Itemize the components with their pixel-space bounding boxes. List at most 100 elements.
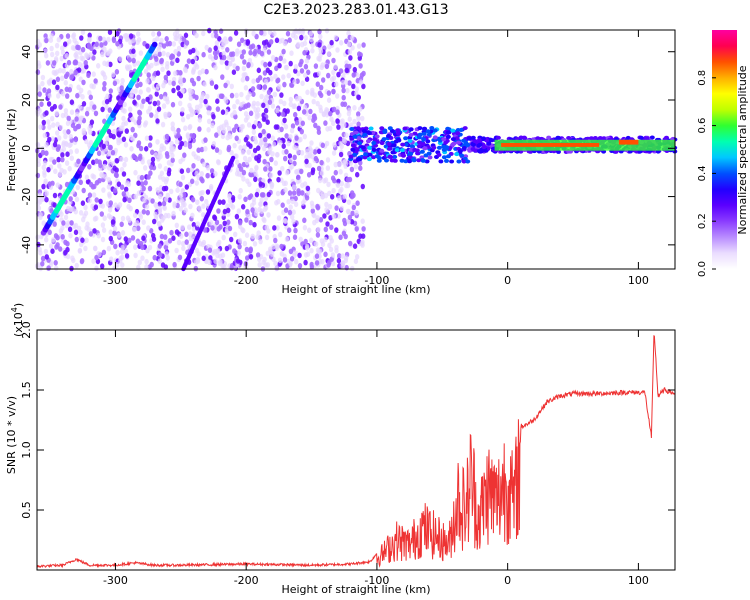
heatmap-noise-cell: [207, 27, 212, 34]
heatmap-noise-cell: [155, 70, 161, 76]
heatmap-noise-cell: [133, 88, 138, 94]
heatmap-noise-cell: [183, 207, 188, 213]
heatmap-noise-cell: [112, 187, 118, 194]
heatmap-band-cell: [445, 134, 451, 139]
heatmap-noise-cell: [83, 204, 88, 211]
heatmap-band-cell: [381, 137, 387, 142]
heatmap-noise-cell: [360, 183, 365, 190]
heatmap-noise-cell: [114, 69, 120, 75]
y-tick-label: 40: [20, 45, 33, 59]
heatmap-noise-cell: [105, 135, 110, 142]
heatmap-noise-cell: [43, 33, 48, 39]
heatmap-noise-cell: [83, 59, 88, 66]
heatmap-noise-cell: [101, 143, 107, 150]
heatmap-noise-cell: [338, 169, 343, 175]
y-tick-label: 1.0: [20, 441, 33, 459]
heatmap-noise-cell: [320, 142, 325, 149]
heatmap-noise-cell: [101, 71, 107, 78]
heatmap-noise-cell: [334, 81, 339, 87]
heatmap-noise-cell: [170, 125, 175, 132]
heatmap-noise-cell: [169, 144, 174, 151]
heatmap-noise-cell: [323, 236, 328, 243]
heatmap-noise-cell: [131, 48, 136, 54]
heatmap-noise-cell: [210, 122, 215, 129]
heatmap-noise-cell: [328, 110, 333, 117]
heatmap-noise-cell: [65, 93, 70, 99]
heatmap-noise-cell: [245, 94, 250, 101]
heatmap-noise-cell: [356, 115, 361, 122]
heatmap-noise-cell: [115, 31, 120, 37]
heatmap-noise-cell: [194, 94, 199, 101]
heatmap-noise-cell: [199, 176, 204, 182]
heatmap-noise-cell: [318, 107, 324, 114]
heatmap-noise-cell: [251, 30, 256, 37]
heatmap-noise-cell: [338, 151, 344, 158]
heatmap-noise-cell: [293, 201, 299, 208]
heatmap-noise-cell: [193, 154, 198, 160]
heatmap-noise-cell: [136, 118, 142, 125]
heatmap-noise-cell: [60, 152, 65, 158]
heatmap-noise-cell: [74, 51, 79, 57]
heatmap-noise-cell: [221, 54, 227, 61]
heatmap-noise-cell: [342, 122, 347, 128]
heatmap-noise-cell: [85, 106, 91, 113]
heatmap-noise-cell: [218, 28, 224, 34]
heatmap-noise-cell: [177, 91, 182, 97]
heatmap-noise-cell: [152, 218, 157, 225]
y-tick-label: 0.5: [20, 501, 33, 519]
heatmap-noise-cell: [58, 104, 63, 110]
heatmap-noise-cell: [202, 227, 208, 233]
heatmap-noise-cell: [312, 219, 317, 226]
heatmap-noise-cell: [165, 51, 171, 58]
heatmap-noise-cell: [170, 152, 175, 159]
heatmap-noise-cell: [268, 172, 274, 179]
heatmap-noise-cell: [102, 85, 107, 92]
heatmap-noise-cell: [146, 72, 151, 78]
heatmap-noise-cell: [281, 143, 286, 149]
heatmap-noise-cell: [173, 48, 178, 55]
heatmap-noise-cell: [278, 55, 283, 62]
heatmap-noise-cell: [347, 214, 353, 221]
heatmap-noise-cell: [211, 141, 217, 147]
heatmap-noise-cell: [38, 212, 43, 218]
heatmap-noise-cell: [54, 244, 59, 250]
heatmap-noise-cell: [330, 252, 336, 258]
heatmap-noise-cell: [131, 57, 136, 64]
heatmap-noise-cell: [334, 244, 339, 251]
heatmap-noise-cell: [305, 89, 310, 96]
heatmap-noise-cell: [161, 200, 167, 207]
heatmap-noise-cell: [253, 169, 258, 176]
heatmap-noise-cell: [257, 256, 262, 263]
heatmap-noise-cell: [329, 76, 335, 83]
heatmap-noise-cell: [255, 101, 260, 107]
heatmap-noise-cell: [76, 44, 81, 51]
heatmap-noise-cell: [108, 132, 114, 139]
heatmap-band-cell: [392, 158, 398, 163]
heatmap-noise-cell: [313, 63, 319, 69]
heatmap-noise-cell: [169, 54, 174, 61]
heatmap-noise-cell: [214, 132, 219, 138]
heatmap-noise-cell: [133, 169, 138, 176]
heatmap-noise-cell: [171, 80, 176, 87]
heatmap-noise-cell: [130, 116, 135, 123]
heatmap-noise-cell: [94, 197, 99, 203]
heatmap-noise-cell: [263, 205, 269, 211]
heatmap-noise-cell: [154, 86, 160, 93]
heatmap-noise-cell: [102, 81, 107, 87]
heatmap-noise-cell: [160, 121, 166, 128]
heatmap-noise-cell: [321, 111, 326, 117]
heatmap-noise-cell: [83, 210, 89, 216]
heatmap-noise-cell: [347, 80, 352, 86]
heatmap-noise-cell: [176, 45, 182, 52]
heatmap-noise-cell: [302, 133, 307, 140]
heatmap-noise-cell: [312, 212, 317, 219]
heatmap-noise-cell: [46, 101, 52, 107]
heatmap-noise-cell: [347, 107, 352, 114]
x-tick-label: -200: [234, 574, 259, 587]
heatmap-noise-cell: [162, 95, 168, 102]
heatmap-noise-cell: [126, 181, 132, 187]
heatmap-noise-cell: [215, 106, 221, 112]
heatmap-noise-cell: [283, 187, 288, 193]
heatmap-noise-cell: [161, 103, 167, 109]
